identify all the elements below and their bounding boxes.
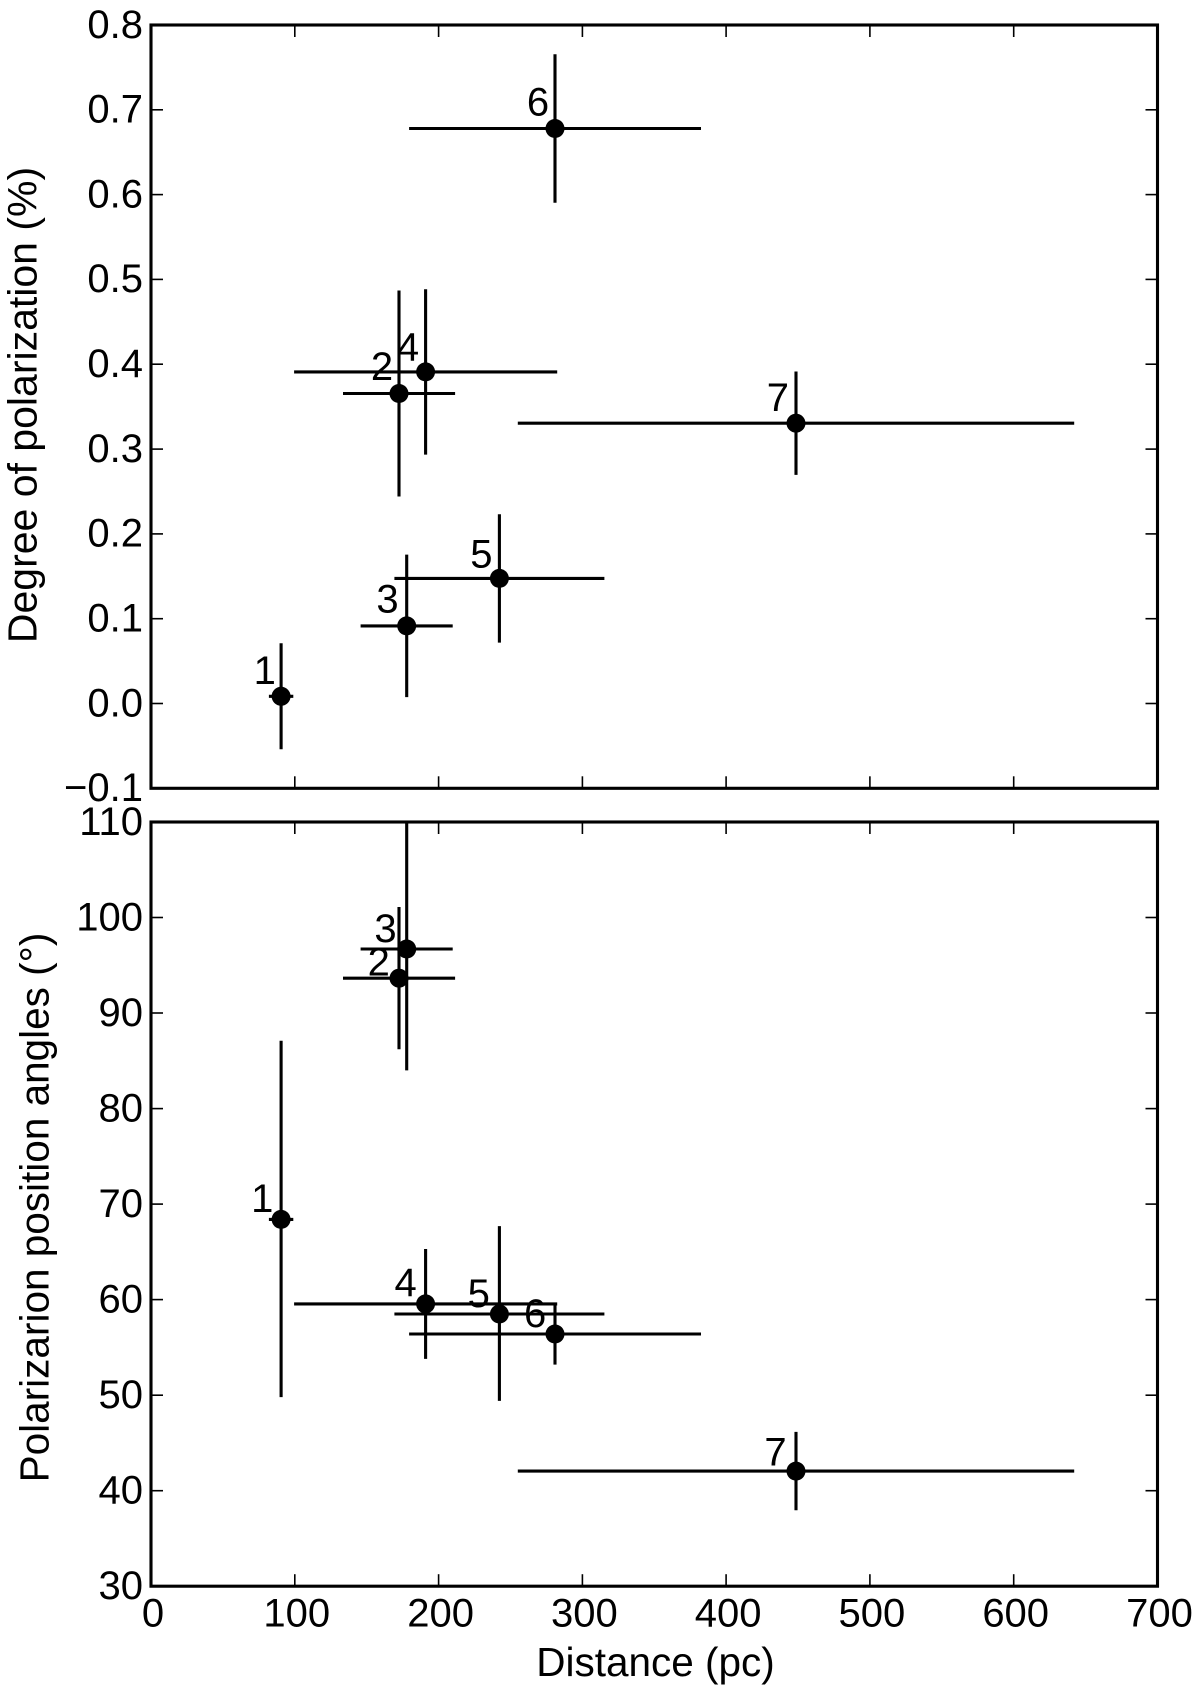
svg-text:7: 7 [767, 376, 789, 420]
svg-text:5: 5 [468, 1272, 490, 1316]
svg-text:1: 1 [251, 1177, 273, 1221]
svg-text:6: 6 [524, 1292, 546, 1336]
svg-text:110: 110 [79, 800, 143, 844]
svg-text:0.8: 0.8 [87, 3, 143, 47]
svg-text:80: 80 [99, 1086, 144, 1130]
svg-text:6: 6 [527, 81, 549, 125]
svg-text:30: 30 [99, 1564, 144, 1608]
svg-text:100: 100 [263, 1591, 330, 1635]
svg-text:200: 200 [407, 1591, 474, 1635]
svg-text:0: 0 [142, 1591, 164, 1635]
svg-text:0.3: 0.3 [87, 427, 143, 471]
svg-text:0.2: 0.2 [87, 512, 143, 556]
svg-text:300: 300 [551, 1591, 618, 1635]
svg-text:Polarizarion position angles (: Polarizarion position angles (°) [12, 933, 58, 1483]
svg-text:2: 2 [368, 941, 390, 985]
svg-text:100: 100 [76, 895, 143, 939]
svg-text:4: 4 [397, 325, 419, 369]
svg-text:Degree of polarization (%): Degree of polarization (%) [0, 167, 45, 643]
svg-text:60: 60 [99, 1277, 144, 1321]
svg-text:0.4: 0.4 [87, 342, 143, 386]
svg-text:600: 600 [982, 1591, 1049, 1635]
svg-text:0.7: 0.7 [87, 88, 143, 132]
svg-text:0.0: 0.0 [87, 681, 143, 725]
svg-text:Distance (pc): Distance (pc) [536, 1639, 775, 1685]
svg-text:40: 40 [99, 1469, 144, 1513]
svg-text:500: 500 [839, 1591, 906, 1635]
svg-text:3: 3 [374, 907, 396, 951]
svg-text:5: 5 [470, 532, 492, 576]
svg-text:50: 50 [99, 1373, 144, 1417]
svg-text:−0.1: −0.1 [64, 766, 143, 810]
svg-text:70: 70 [99, 1182, 144, 1226]
svg-text:4: 4 [394, 1261, 416, 1305]
svg-text:2: 2 [371, 345, 393, 389]
svg-text:1: 1 [254, 649, 276, 693]
svg-text:400: 400 [695, 1591, 762, 1635]
svg-text:0.6: 0.6 [87, 172, 143, 216]
svg-text:90: 90 [99, 991, 144, 1035]
svg-text:3: 3 [376, 578, 398, 622]
svg-text:7: 7 [764, 1431, 786, 1475]
svg-text:0.1: 0.1 [87, 597, 143, 641]
svg-text:700: 700 [1126, 1591, 1193, 1635]
svg-text:0.5: 0.5 [87, 257, 143, 301]
